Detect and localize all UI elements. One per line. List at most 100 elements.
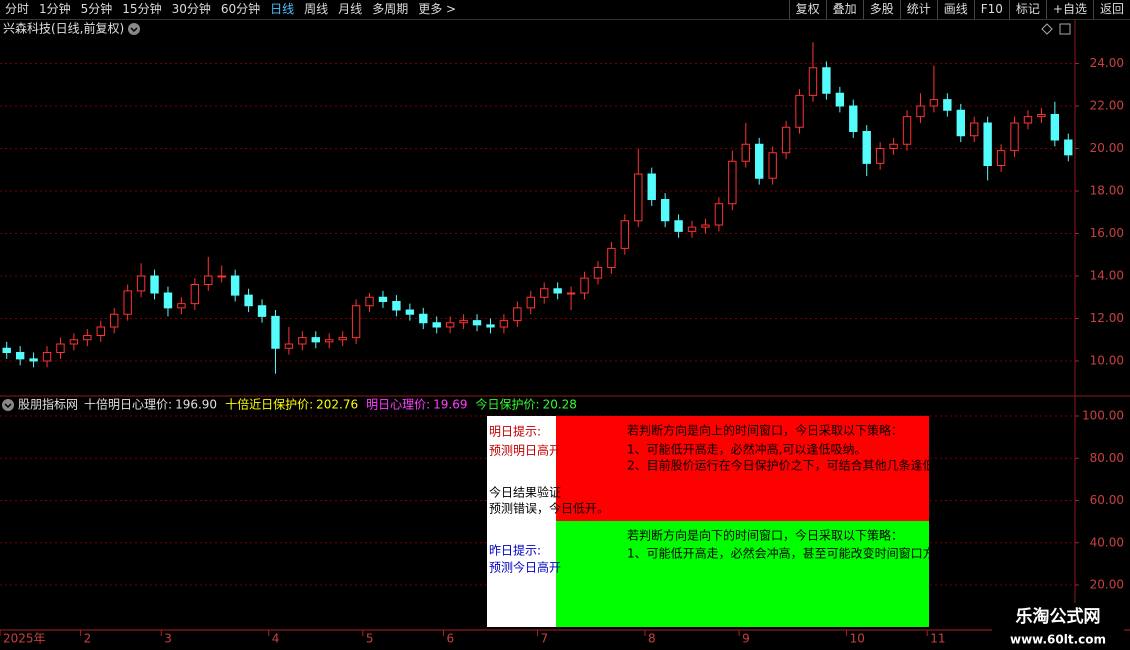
toolbar-button[interactable]: 统计 [899, 0, 937, 19]
indicator-menu-icon[interactable] [2, 399, 14, 411]
note-text: 预测错误，今日低开。 [489, 501, 609, 516]
toolbar-button[interactable]: 复权 [788, 0, 826, 19]
x-tick-label: 8 [648, 632, 656, 646]
toolbar-button[interactable]: 多周期 [372, 2, 409, 16]
candle-body [365, 296, 374, 307]
candle-body [929, 99, 939, 107]
candle-body [956, 109, 965, 137]
chevron [4, 403, 12, 409]
diamond-icon[interactable] [1041, 23, 1053, 35]
candle-body [970, 122, 979, 137]
candle-body [190, 284, 200, 305]
candle-body [56, 343, 65, 353]
toolbar-button[interactable]: 月线 [338, 2, 363, 16]
candle-body [96, 326, 105, 336]
watermark-url: www.60lt.com [1010, 633, 1106, 647]
toolbar-button[interactable]: 1分钟 [39, 2, 71, 16]
chevron [130, 27, 138, 33]
toolbar-button[interactable]: 更多 > [418, 2, 457, 16]
candle-body [889, 143, 898, 149]
candle-body [647, 173, 656, 200]
candle-body [298, 337, 307, 345]
candle-body [311, 337, 320, 343]
x-tick-label: 10 [850, 632, 865, 646]
readout-label: 十倍明日心理价: [84, 397, 172, 412]
candle-body [983, 122, 992, 166]
candle-body [916, 105, 925, 118]
candle-body [459, 320, 468, 324]
title-menu-icon[interactable] [128, 23, 140, 35]
y-tick-label: 40.00 [1090, 535, 1124, 549]
y-tick-label: 22.00 [1090, 99, 1124, 113]
candle-body [687, 226, 697, 232]
y-tick-label: 24.00 [1090, 56, 1124, 70]
candle-body [257, 305, 267, 317]
candle-body [284, 343, 294, 349]
toolbar-button[interactable]: 返回 [1092, 0, 1130, 19]
candle-body [2, 347, 11, 353]
x-tick-label: 9 [742, 632, 750, 646]
strategy-text: 1、可能低开高走，必然会冲高，甚至可能改变时间窗口方 [627, 546, 935, 561]
candle-body [580, 277, 589, 294]
panel-icon[interactable] [1059, 23, 1071, 35]
candle-body [996, 150, 1006, 166]
toolbar-button[interactable]: 多股 [862, 0, 900, 19]
candle-body [822, 67, 831, 94]
x-tick-label: 4 [272, 632, 280, 646]
y-tick-label: 60.00 [1090, 493, 1124, 507]
candle-body [526, 296, 535, 309]
toolbar-button[interactable]: 标记 [1008, 0, 1046, 19]
indicator-title: 股朋指标网 [18, 397, 78, 412]
note-text: 预测今日高开 [489, 560, 561, 575]
readout-value: 196.90 [175, 398, 217, 412]
candle-body [862, 131, 871, 164]
candle-body [1037, 114, 1046, 118]
candle-body [566, 292, 576, 295]
toolbar-button[interactable]: 画线 [936, 0, 974, 19]
toolbar-button[interactable]: 5分钟 [80, 2, 113, 16]
x-tick-label: 5 [366, 632, 374, 646]
candle-body [338, 337, 347, 341]
toolbar-button[interactable]: 60分钟 [220, 2, 261, 16]
y-tick-label: 20.00 [1090, 578, 1124, 592]
strategy-text: 若判断方向是向上的时间窗口，今日采取以下策略： [627, 423, 903, 438]
candle-body [1064, 139, 1073, 156]
candle-body [163, 292, 173, 309]
candle-body [325, 339, 334, 343]
candle-body [392, 301, 401, 311]
candle-body [607, 247, 616, 268]
toolbar-button[interactable]: 15分钟 [122, 2, 162, 16]
toolbar-button[interactable]: 叠加 [825, 0, 863, 19]
candle-body [110, 313, 119, 328]
readout-value: 19.69 [433, 398, 467, 412]
toolbar-button[interactable]: +自选 [1045, 0, 1093, 19]
candle-body [150, 275, 159, 294]
candle-body [593, 267, 603, 279]
note-text: 昨日提示: [489, 543, 541, 558]
candle-body [499, 320, 509, 328]
x-tick-label: 2 [84, 632, 92, 646]
toolbar-button[interactable]: 日线 [270, 2, 295, 16]
candle-body [230, 275, 240, 296]
candle-body [553, 288, 562, 294]
candle-body [540, 288, 549, 298]
toolbar-button[interactable]: 分时 [5, 2, 30, 16]
readout-label: 十倍近日保护价: [225, 397, 313, 412]
toolbar: 分时 1分钟 5分钟 15分钟 30分钟 60分钟 日线 周线 月线 多周期 更多 > 复权 叠加 多股… [0, 0, 1130, 20]
toolbar-button[interactable]: 30分钟 [171, 2, 211, 16]
y-tick-label: 10.00 [1090, 354, 1124, 368]
candle-body [486, 324, 495, 328]
candle-body [83, 335, 92, 341]
y-tick-label: 80.00 [1090, 451, 1124, 465]
chart-title: 兴森科技(日线,前复权) [3, 21, 124, 36]
toolbar-button[interactable]: F10 [973, 0, 1009, 19]
toolbar-button[interactable]: 周线 [304, 2, 329, 16]
candle-body [1010, 122, 1019, 152]
watermark-title: 乐淘公式网 [1016, 606, 1101, 627]
candle-body [378, 296, 388, 302]
candle-body [741, 143, 750, 162]
x-tick-label: 3 [164, 632, 172, 646]
strategy-text: 2、目前股价运行在今日保护价之下，可结合其他几条逢低吸纳。 [627, 458, 971, 473]
